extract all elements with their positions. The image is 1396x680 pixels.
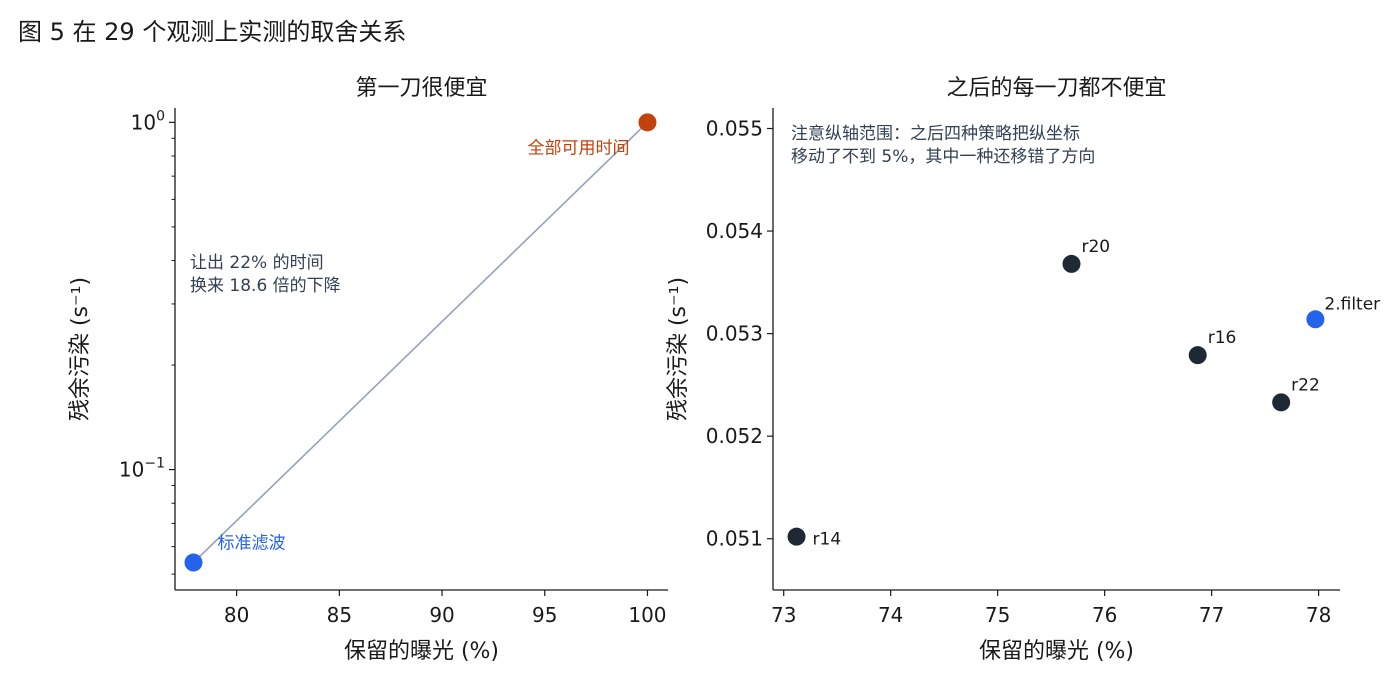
data-point bbox=[638, 113, 657, 132]
y-tick-label: 10−1 bbox=[119, 456, 165, 482]
y-tick-base: 10 bbox=[131, 110, 156, 134]
x-tick-label: 77 bbox=[1199, 603, 1224, 627]
annotation-line: 换来 18.6 倍的下降 bbox=[190, 276, 341, 296]
data-point bbox=[184, 553, 203, 572]
data-point bbox=[1062, 254, 1081, 273]
annotation-line: 注意纵轴范围：之后四种策略把纵坐标 bbox=[791, 124, 1080, 144]
point-label: r22 bbox=[1291, 375, 1320, 395]
x-tick-label: 90 bbox=[429, 603, 454, 627]
y-tick-exponent: −1 bbox=[144, 456, 165, 472]
point-label: r16 bbox=[1208, 328, 1237, 348]
x-tick-label: 95 bbox=[532, 603, 557, 627]
y-tick-exponent: 0 bbox=[156, 108, 165, 124]
point-label: 标准滤波 bbox=[217, 534, 285, 554]
y-tick-base: 10 bbox=[119, 458, 144, 482]
y-tick-label: 0.055 bbox=[706, 117, 763, 141]
x-tick-label: 75 bbox=[985, 603, 1010, 627]
x-axis-label: 保留的曝光 (%) bbox=[344, 639, 499, 664]
annotation-line: 移动了不到 5%，其中一种还移错了方向 bbox=[791, 147, 1095, 167]
chart-2: 之后的每一刀都不便宜 73 74 75 76 77 78 0.051 0.052 0.053 0.0… bbox=[666, 76, 1380, 664]
chart-title: 第一刀很便宜 bbox=[355, 76, 487, 101]
x-tick-label: 100 bbox=[628, 603, 666, 627]
point-label: r14 bbox=[813, 530, 842, 550]
annotation-line: 让出 22% 的时间 bbox=[190, 253, 324, 273]
data-point bbox=[1306, 310, 1325, 329]
data-point bbox=[1272, 393, 1291, 412]
y-tick-label: 0.053 bbox=[706, 322, 763, 346]
data-point bbox=[1188, 346, 1207, 365]
y-tick-label: 0.052 bbox=[706, 424, 763, 448]
point-label: 全部可用时间 bbox=[527, 138, 629, 158]
y-tick-label: 0.051 bbox=[706, 527, 763, 551]
x-tick-label: 78 bbox=[1306, 603, 1331, 627]
connector-line bbox=[192, 121, 649, 564]
figure-title: 图 5 在 29 个观测上实测的取舍关系 bbox=[18, 18, 407, 46]
x-axis-label: 保留的曝光 (%) bbox=[979, 639, 1134, 664]
y-tick-label: 100 bbox=[131, 108, 165, 134]
chart-title: 之后的每一刀都不便宜 bbox=[946, 76, 1166, 101]
x-tick-label: 80 bbox=[224, 603, 249, 627]
data-point bbox=[787, 527, 806, 546]
point-label: 2.filter bbox=[1324, 294, 1380, 314]
x-tick-label: 74 bbox=[878, 603, 903, 627]
y-tick-label: 0.054 bbox=[706, 219, 763, 243]
y-axis-label: 残余污染 (s⁻¹) bbox=[666, 277, 691, 421]
x-tick-label: 76 bbox=[1092, 603, 1117, 627]
y-axis-label: 残余污染 (s⁻¹) bbox=[68, 277, 93, 421]
x-tick-label: 85 bbox=[327, 603, 352, 627]
x-tick-label: 73 bbox=[771, 603, 796, 627]
point-label: r20 bbox=[1081, 237, 1110, 257]
